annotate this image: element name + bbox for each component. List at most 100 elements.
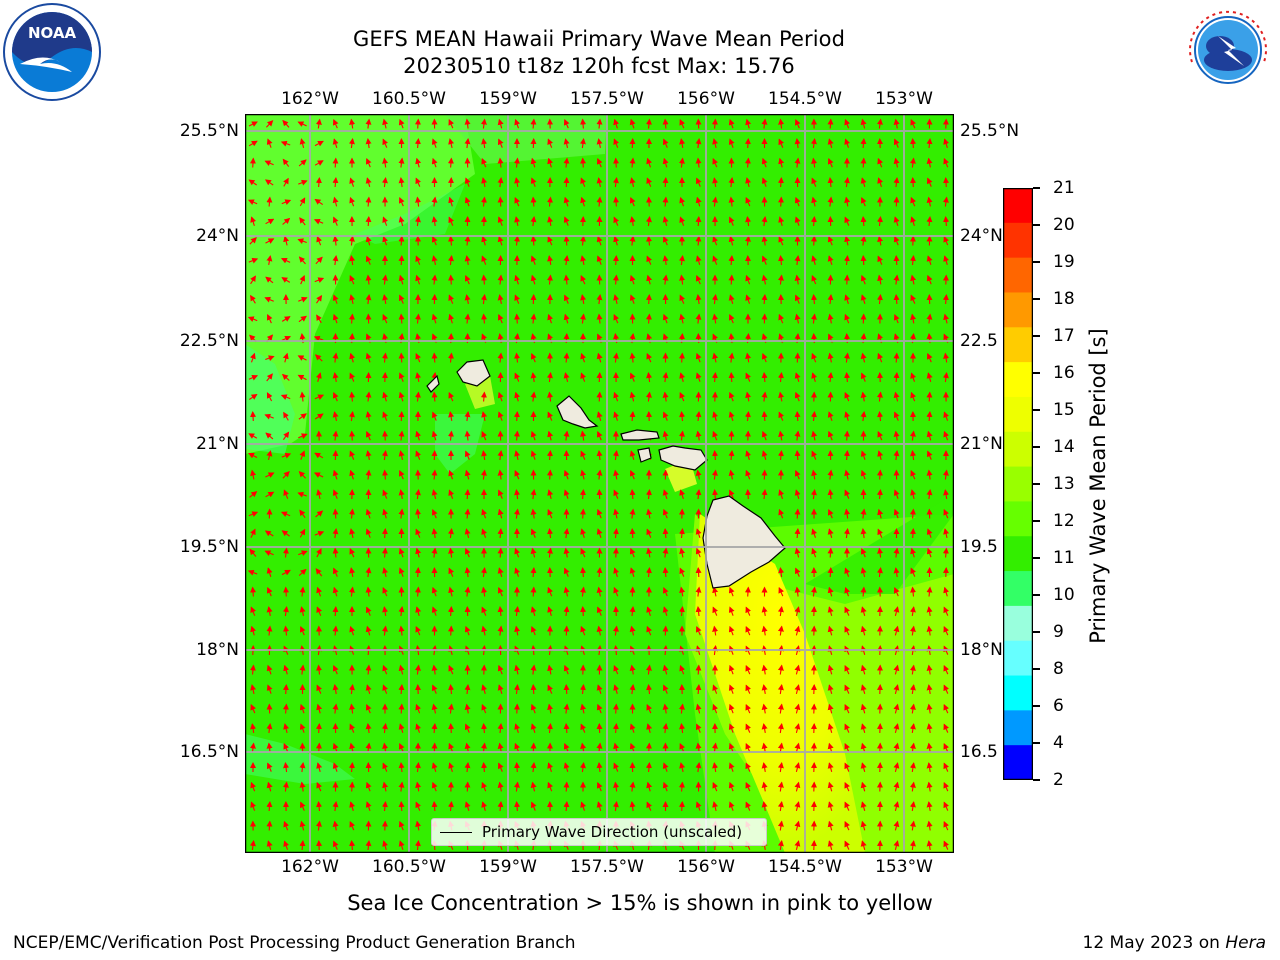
wave-arrow (315, 177, 322, 188)
wave-arrow (844, 138, 851, 148)
wave-arrow (761, 157, 768, 168)
wave-arrow (910, 547, 917, 558)
wave-arrow (281, 316, 291, 322)
wave-arrow (679, 196, 686, 207)
wave-arrow (563, 684, 570, 695)
wave-arrow (579, 138, 586, 149)
wave-arrow (349, 255, 356, 266)
wave-arrow (314, 140, 324, 147)
wave-arrow (860, 177, 867, 187)
wave-arrow (332, 508, 339, 519)
wave-arrow (613, 313, 619, 324)
wave-arrow (827, 547, 834, 558)
wave-arrow (513, 157, 520, 168)
wave-arrow (415, 450, 421, 460)
wave-arrow (893, 255, 900, 266)
wave-arrow (398, 547, 405, 558)
wave-arrow (810, 489, 817, 500)
wave-arrow (712, 235, 718, 246)
wave-arrow (514, 352, 521, 363)
wave-arrow (264, 296, 274, 303)
wave-arrow (860, 469, 867, 480)
wave-arrow (926, 196, 933, 207)
wave-arrow (893, 313, 900, 324)
wave-arrow (349, 430, 356, 441)
wave-arrow (415, 508, 422, 519)
wave-arrow (580, 118, 587, 129)
wave-arrow (563, 567, 570, 577)
lat-label-left: 19.5°N (179, 537, 239, 557)
wave-arrow (596, 255, 603, 265)
colorbar-band (1003, 431, 1033, 468)
wave-arrow (530, 586, 537, 597)
wave-arrow (431, 469, 438, 480)
wave-arrow (942, 469, 949, 480)
wave-arrow (596, 528, 603, 538)
wave-arrow (629, 118, 636, 129)
wave-arrow (497, 586, 504, 597)
wave-arrow (893, 411, 900, 421)
wave-arrow (381, 274, 388, 285)
wave-arrow (893, 294, 900, 305)
wave-arrow (910, 391, 916, 402)
wave-arrow (431, 489, 438, 500)
wave-arrow (546, 196, 553, 207)
wave-arrow (893, 391, 900, 402)
wave-arrow (447, 177, 454, 188)
wave-arrow (811, 469, 818, 480)
wave-arrow (481, 177, 488, 188)
wave-arrow (415, 372, 422, 383)
colorbar-tick-label: 12 (1053, 511, 1075, 531)
colorbar-band (1003, 745, 1033, 780)
wave-arrow (827, 196, 834, 207)
wave-arrow (893, 177, 900, 188)
colorbar-tick-mark (1033, 446, 1040, 448)
wave-arrow (365, 274, 372, 285)
wave-arrow (645, 294, 652, 305)
wave-arrow (662, 196, 669, 207)
wave-arrow (382, 313, 388, 324)
wave-arrow (778, 391, 785, 402)
wave-arrow (349, 528, 356, 539)
lat-label-left: 18°N (196, 640, 239, 660)
wave-arrow (316, 314, 322, 324)
wave-arrow (728, 372, 735, 383)
wave-arrow (794, 391, 801, 402)
wave-arrow (464, 196, 471, 207)
wave-arrow (464, 118, 471, 129)
wave-arrow (926, 216, 933, 227)
wave-arrow (547, 391, 554, 402)
wave-arrow (247, 569, 258, 576)
colorbar-band (1003, 640, 1033, 677)
wave-arrow (580, 547, 586, 558)
wave-arrow (514, 469, 520, 480)
wave-arrow (844, 235, 851, 246)
wave-arrow (365, 294, 372, 305)
wave-arrow (711, 294, 718, 305)
wave-arrow (893, 489, 900, 499)
wave-arrow (415, 430, 422, 441)
wave-arrow (645, 313, 652, 324)
wave-arrow (744, 586, 751, 597)
wave-arrow (860, 450, 867, 460)
wave-arrow (679, 118, 685, 129)
wave-arrow (398, 196, 405, 207)
wave-arrow (909, 255, 916, 266)
wave-arrow (580, 606, 587, 617)
wave-arrow (761, 411, 768, 422)
wave-arrow (942, 294, 949, 305)
wave-arrow (943, 313, 950, 324)
wave-arrow (481, 157, 487, 168)
lat-label-right: 18°N (960, 640, 1003, 660)
wave-arrow (414, 586, 421, 597)
wave-arrow (728, 216, 735, 226)
wave-arrow (909, 508, 916, 519)
wave-arrow (398, 274, 405, 285)
wave-arrow (662, 391, 669, 402)
wave-arrow (530, 547, 537, 558)
wave-arrow (563, 313, 570, 324)
wave-arrow (646, 177, 652, 187)
wave-arrow (481, 138, 488, 148)
wave-arrow (629, 235, 636, 246)
wave-arrow (332, 489, 339, 499)
